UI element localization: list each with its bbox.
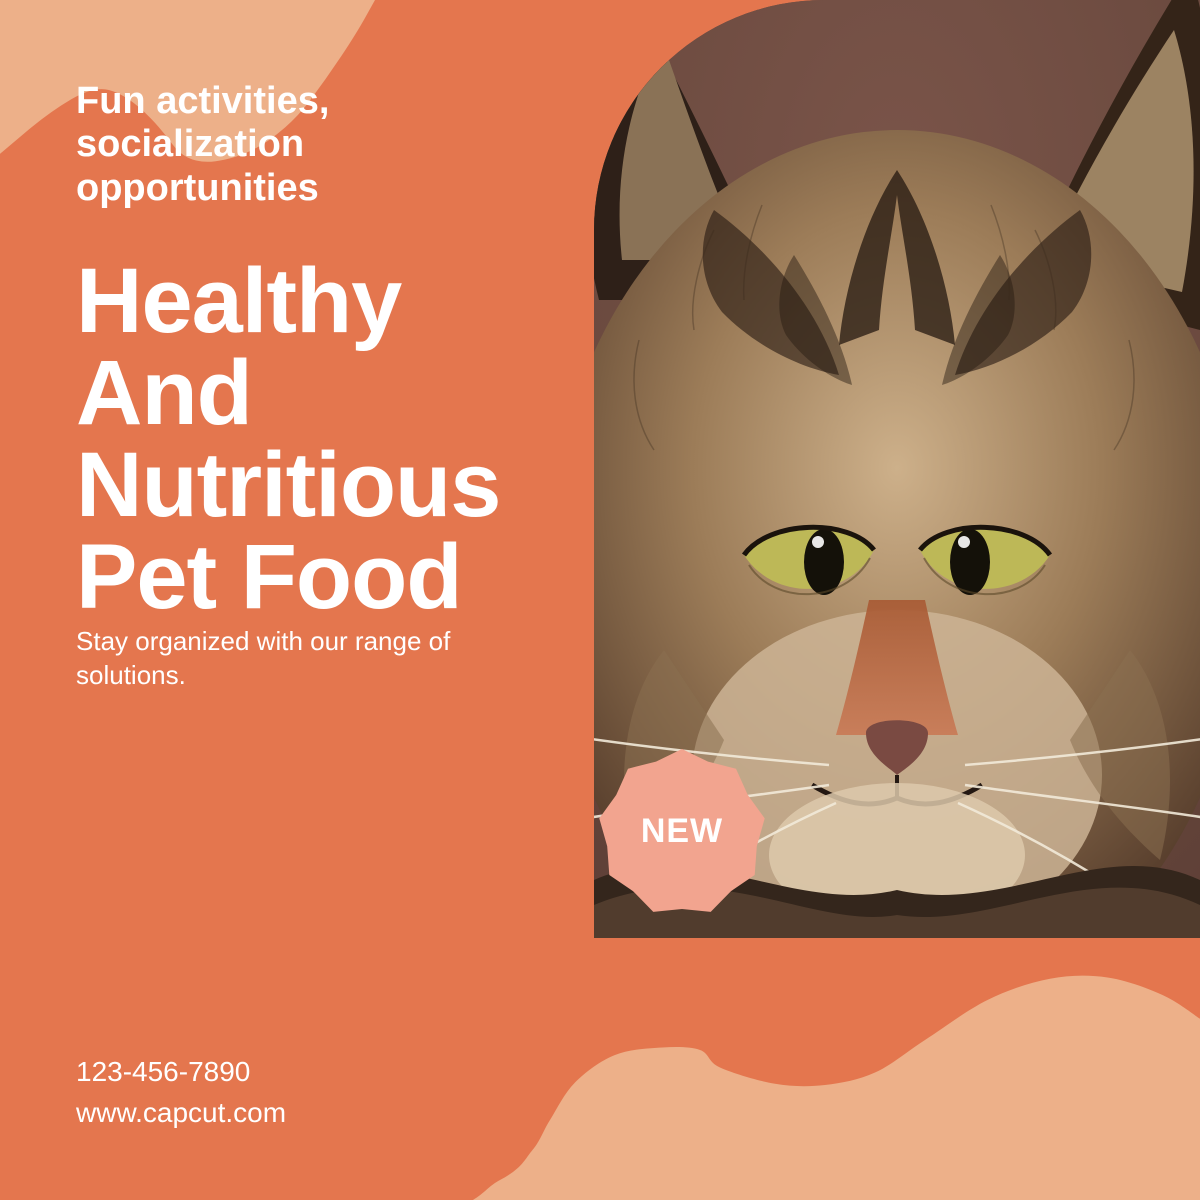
svg-text:NEW: NEW: [641, 812, 723, 850]
